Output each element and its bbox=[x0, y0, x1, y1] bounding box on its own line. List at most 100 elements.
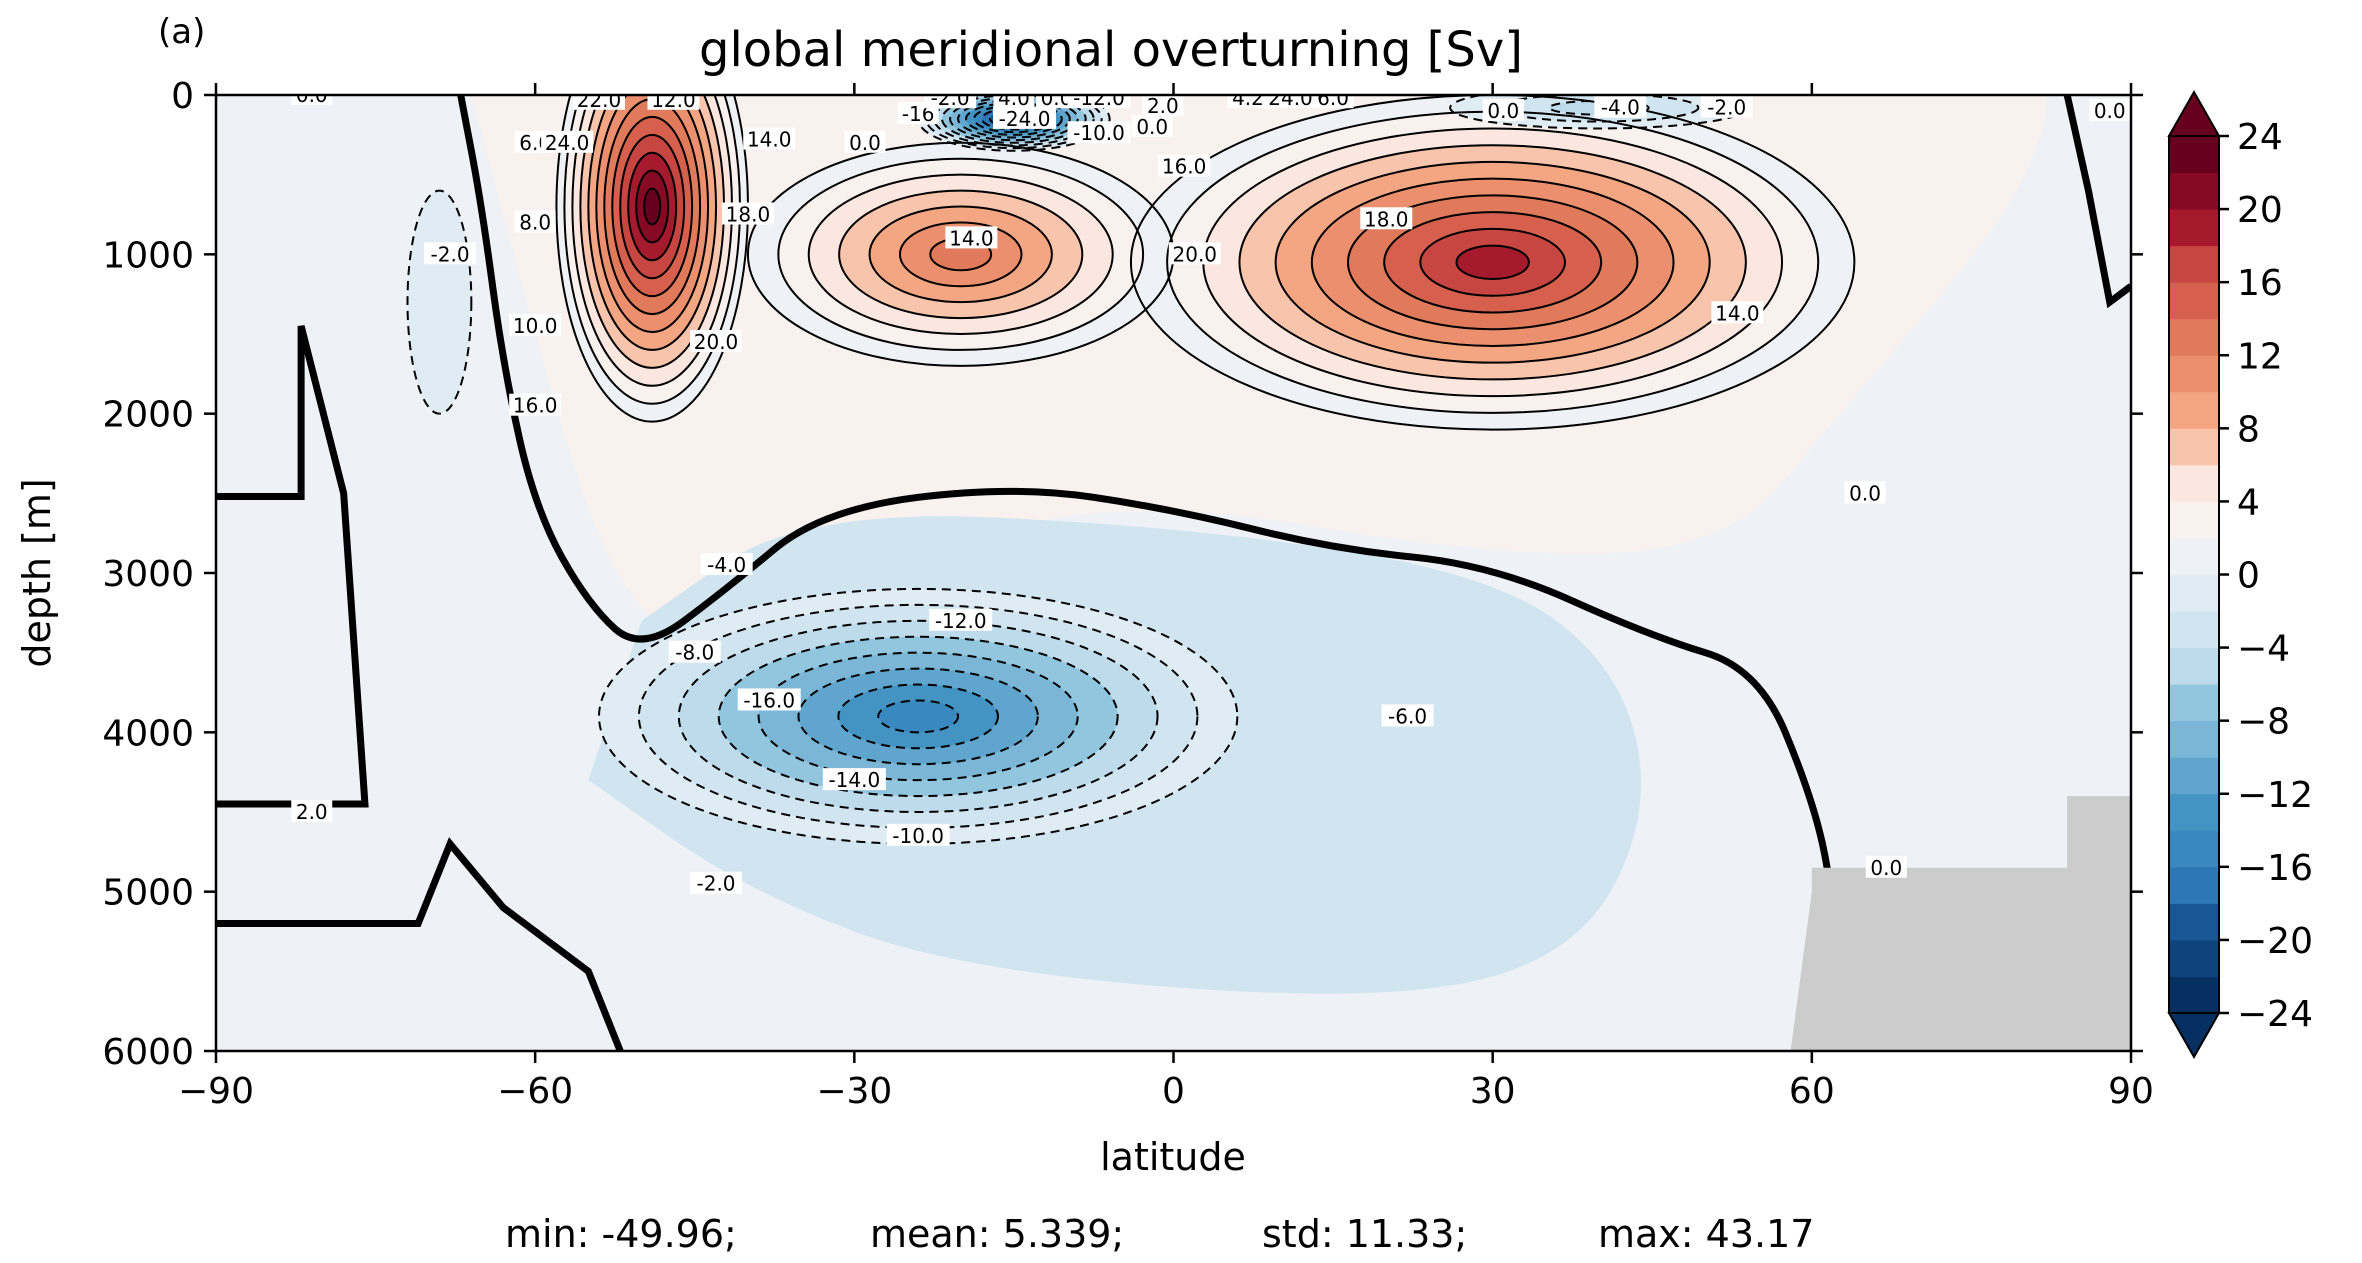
contour-14 bbox=[1346, 194, 1639, 331]
contour-label: 0.0 bbox=[1865, 855, 1907, 880]
contour-label: 14.0 bbox=[743, 128, 796, 152]
colorbar-segment bbox=[2169, 976, 2219, 1014]
colorbar-tick-label: −12 bbox=[2237, 775, 2313, 816]
colorbar-segment bbox=[2169, 136, 2219, 174]
plot-area: 0.0 22.0 12.06.024.08.010.016.0-2.02.014.0… bbox=[216, 86, 2131, 1051]
contour-label-text: -14.0 bbox=[828, 768, 880, 792]
contour-18 bbox=[1419, 227, 1567, 297]
y-axis-label: depth [m] bbox=[15, 478, 59, 667]
contour-label-text: -2.0 bbox=[1707, 96, 1746, 120]
contour-label-text: -2.0 bbox=[697, 872, 736, 896]
contour--14 bbox=[965, 101, 1063, 136]
contour-label-text: 6.0 bbox=[1317, 86, 1349, 110]
contour-label-text: 4.2 bbox=[1232, 86, 1264, 110]
contour-label-text: 8.0 bbox=[519, 210, 551, 234]
contour-label: 20.0 bbox=[1168, 242, 1221, 266]
contour-label: 0.0 bbox=[291, 95, 333, 107]
contour--8 bbox=[941, 95, 1087, 144]
colorbar-segment bbox=[2169, 464, 2219, 502]
colorbar-segment bbox=[2169, 574, 2219, 612]
contour-label-text: -8.0 bbox=[675, 641, 714, 665]
colorbar-segment bbox=[2169, 939, 2219, 977]
contour-label: -10.0 bbox=[886, 823, 950, 848]
contour-label-text: 14.0 bbox=[747, 128, 792, 152]
contour-labels: 0.0 22.0 12.06.024.08.010.016.0-2.02.014.0… bbox=[291, 86, 2131, 896]
x-tick-label: 60 bbox=[1789, 1071, 1835, 1112]
contour-label-text: 0.0 bbox=[2094, 99, 2126, 123]
x-axis: −90 −60 −30 0 30 60 90 bbox=[178, 83, 2154, 1112]
y-axis: 0 1000 2000 3000 4000 5000 6000 bbox=[102, 76, 2143, 1073]
contour-label: 10.0 bbox=[509, 314, 562, 338]
contour-6 bbox=[807, 173, 1114, 335]
contour-label-text: 10.0 bbox=[513, 314, 558, 338]
contour-label-text: -12.0 bbox=[935, 609, 987, 633]
subtropical-cell bbox=[747, 142, 1174, 366]
contour-label: 12.0 bbox=[647, 88, 700, 112]
contour-label: 14.0 bbox=[945, 226, 998, 250]
y-tick-label: 5000 bbox=[102, 873, 194, 914]
level-20 bbox=[1456, 245, 1529, 280]
colorbar-tick-label: 16 bbox=[2237, 263, 2283, 304]
level--16 bbox=[878, 700, 959, 733]
contour-label: 0.0 bbox=[1482, 98, 1524, 123]
contour-label: 18.0 bbox=[1360, 207, 1413, 231]
contour-18 bbox=[619, 133, 686, 280]
contour-label-text: 24.0 bbox=[545, 131, 590, 155]
contour-label-text: 16.0 bbox=[1162, 155, 1207, 179]
zero-contour-north bbox=[2063, 95, 2131, 309]
colorbar: 24 20 16 12 8 4 0 −4 −8 −12 −16 −20 −24 bbox=[2167, 89, 2313, 1060]
panel-label: (a) bbox=[158, 12, 206, 52]
colorbar-tick-label: 0 bbox=[2237, 556, 2260, 597]
colorbar-segment bbox=[2169, 537, 2219, 575]
colorbar-tick-label: −4 bbox=[2237, 629, 2290, 670]
zero-contour-deep bbox=[216, 837, 624, 1051]
contour-label-text: 14.0 bbox=[1715, 301, 1760, 325]
negative-southern-bubble bbox=[406, 189, 473, 415]
contour--8 bbox=[717, 635, 1119, 798]
contour--10 bbox=[757, 651, 1079, 782]
contour-label-text: -16.0 bbox=[743, 688, 795, 712]
contour-label-text: -10.0 bbox=[1073, 121, 1125, 145]
contour-label-text: 2.0 bbox=[1147, 94, 1179, 118]
contour-20 bbox=[627, 151, 678, 262]
contour-16 bbox=[611, 115, 694, 298]
contour-label: 0.0 bbox=[1131, 114, 1173, 139]
contour-label-text: 20.0 bbox=[1173, 242, 1218, 266]
contour--6 bbox=[677, 619, 1159, 814]
contour-label: -8.0 bbox=[668, 640, 721, 665]
colorbar-segment bbox=[2169, 391, 2219, 429]
atlantic-cell bbox=[1131, 95, 1855, 430]
contour-8 bbox=[1238, 144, 1747, 381]
contour-label: 6.0 bbox=[1312, 86, 1354, 110]
stat-std: std: 11.33; bbox=[1262, 1212, 1468, 1256]
colorbar-segment bbox=[2169, 282, 2219, 320]
contour-label-text: 0.0 bbox=[849, 131, 881, 155]
y-tick-label: 0 bbox=[171, 76, 194, 117]
contour-label-text: 14.0 bbox=[949, 226, 994, 250]
contour-label: 4.2 bbox=[1227, 86, 1269, 110]
contour-label-text: 12.0 bbox=[651, 88, 696, 112]
contour-label: -6.0 bbox=[1381, 704, 1434, 728]
contour-label-text: -12.0 bbox=[1073, 86, 1125, 110]
contour-label-text: 0.0 bbox=[1849, 481, 1881, 505]
contour-label: 24.0 bbox=[541, 130, 594, 155]
contour--6 bbox=[933, 95, 1095, 147]
contour-8 bbox=[838, 189, 1084, 320]
contour--14 bbox=[837, 683, 999, 750]
contour-label: 0.0 bbox=[1035, 95, 1077, 110]
land-mask bbox=[1790, 796, 2131, 1051]
contour-label: 4.0 bbox=[993, 95, 1035, 110]
contour-12 bbox=[898, 221, 1023, 288]
contour-label: -12.0 bbox=[929, 608, 993, 633]
colorbar-segment bbox=[2169, 611, 2219, 649]
contour-label: 24.0 bbox=[1264, 95, 1317, 110]
contour-label-text: 18.0 bbox=[726, 203, 771, 227]
contour-label: 2.0 bbox=[1142, 94, 1184, 118]
colorbar-segment bbox=[2169, 903, 2219, 941]
colorbar-tick-label: 8 bbox=[2237, 409, 2260, 450]
x-axis-label: latitude bbox=[1100, 1135, 1246, 1179]
contour-label-text: 20.0 bbox=[694, 330, 739, 354]
x-tick-label: 0 bbox=[1162, 1071, 1185, 1112]
colorbar-segment bbox=[2169, 428, 2219, 466]
